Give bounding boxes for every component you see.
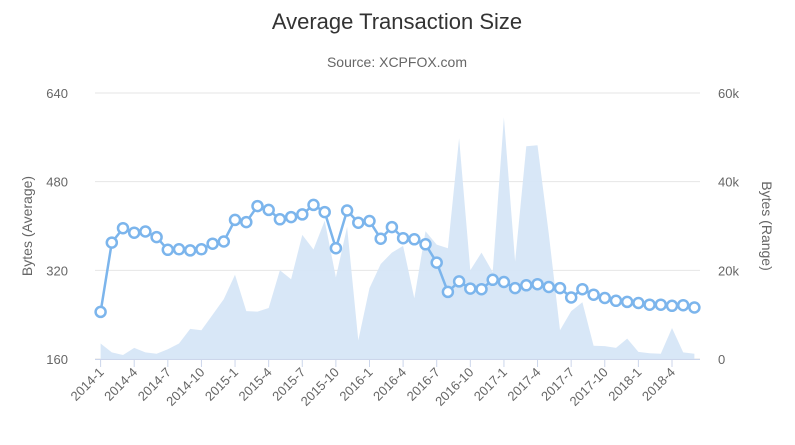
data-point[interactable] [307,198,320,212]
data-point[interactable] [609,294,623,308]
data-point[interactable] [318,205,331,219]
data-point[interactable] [374,232,387,245]
data-point[interactable] [340,204,354,217]
y-axis-right: 60k 40k 20k 0 [718,86,739,367]
data-point[interactable] [564,291,578,304]
x-tick-label: 2017-4 [504,365,543,404]
y-right-tick-label: 20k [718,263,739,278]
data-point[interactable] [688,301,701,314]
data-point[interactable] [228,213,242,227]
y-axis-left-title: Bytes (Average) [19,176,35,276]
average-series [94,198,701,319]
data-point[interactable] [553,281,567,295]
data-point[interactable] [452,275,466,288]
data-point[interactable] [172,243,186,256]
data-point[interactable] [161,243,175,257]
data-point[interactable] [139,225,152,238]
data-point[interactable] [363,214,376,228]
chart-title: Average Transaction Size [272,9,522,34]
data-point[interactable] [127,226,141,239]
data-point[interactable] [531,277,544,291]
data-point[interactable] [419,238,432,251]
chart-subtitle: Source: XCPFOX.com [327,54,467,70]
data-point[interactable] [273,213,287,226]
data-point[interactable] [441,285,455,299]
data-point[interactable] [262,203,275,217]
data-point[interactable] [654,298,668,311]
y-left-tick-label: 640 [46,86,68,101]
data-point[interactable] [105,236,119,249]
y-right-tick-label: 60k [718,86,739,101]
data-point[interactable] [576,282,589,296]
data-point[interactable] [430,256,443,269]
y-left-tick-label: 480 [46,175,68,190]
data-point[interactable] [284,210,298,224]
x-tick-label: 2016-1 [336,365,375,404]
x-tick-label: 2014-4 [101,365,140,404]
y-axis-left: 640 480 320 160 [46,86,68,367]
data-point[interactable] [408,233,421,246]
data-point[interactable] [464,282,477,295]
range-series [100,117,695,360]
data-point[interactable] [240,215,253,229]
x-tick-label: 2014-1 [67,365,106,404]
data-point[interactable] [385,220,399,234]
data-point[interactable] [296,208,309,221]
data-point[interactable] [587,288,600,301]
data-point[interactable] [396,231,410,245]
data-point[interactable] [497,275,511,289]
data-point[interactable] [676,298,690,312]
data-point[interactable] [150,230,163,244]
x-tick-label: 2015-4 [236,365,275,404]
data-point[interactable] [486,273,499,287]
data-point[interactable] [94,305,107,319]
data-point[interactable] [632,296,645,310]
x-tick-label: 2017-1 [471,365,510,404]
data-point[interactable] [598,291,612,305]
data-point[interactable] [217,235,231,248]
y-right-tick-label: 40k [718,175,739,190]
data-point[interactable] [195,243,208,256]
data-point[interactable] [352,216,365,229]
data-point[interactable] [508,281,522,295]
data-point[interactable] [206,237,219,250]
data-point[interactable] [183,244,197,257]
x-tick-label: 2018-4 [639,365,678,404]
x-axis: 2014-12014-42014-72014-102015-12015-4201… [67,359,700,409]
x-tick-label: 2016-4 [370,365,409,404]
data-point[interactable] [251,199,264,213]
data-point[interactable] [620,295,634,309]
data-point[interactable] [520,279,533,292]
data-point[interactable] [643,298,656,311]
data-point[interactable] [329,241,343,255]
data-point[interactable] [116,221,130,235]
data-point[interactable] [542,280,556,294]
y-left-tick-label: 160 [46,352,68,367]
data-point[interactable] [475,282,488,296]
x-tick-label: 2015-1 [202,365,241,404]
y-axis-right-title: Bytes (Range) [759,181,775,270]
y-right-tick-label: 0 [718,352,725,367]
range-area [100,117,695,360]
x-tick-label: 2018-1 [605,365,644,404]
data-point[interactable] [665,299,679,313]
y-left-tick-label: 320 [46,263,68,278]
